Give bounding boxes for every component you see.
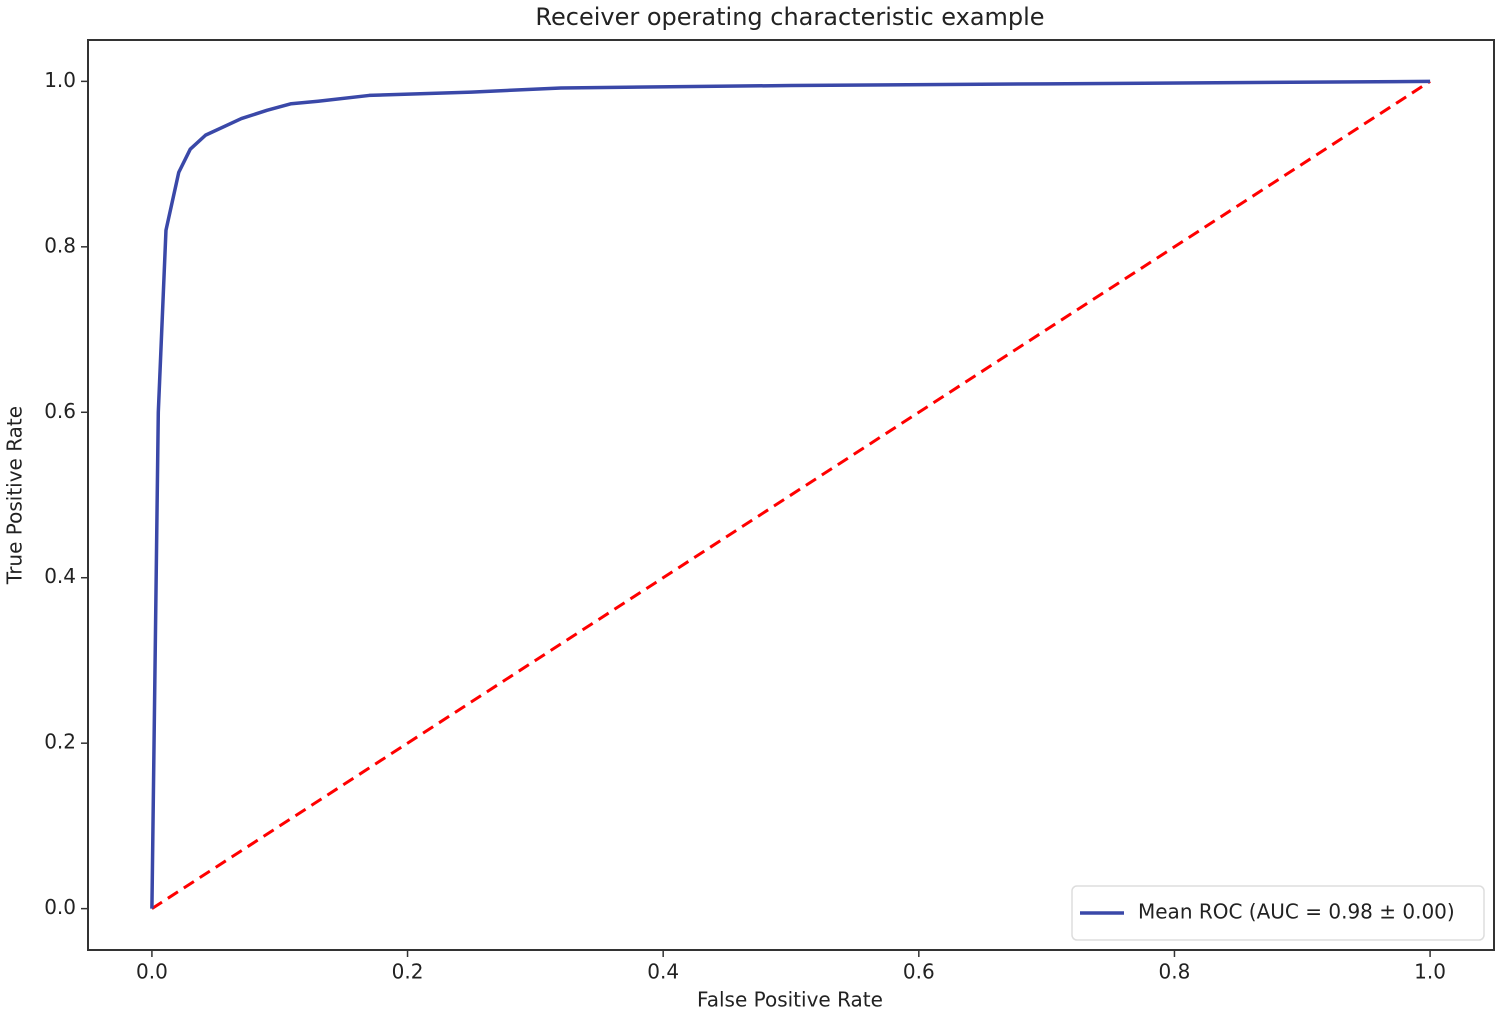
reference-line bbox=[151, 80, 1431, 910]
y-tick-label: 0.6 bbox=[44, 399, 76, 423]
x-axis-label: False Positive Rate bbox=[697, 988, 883, 1012]
x-tick-label: 0.0 bbox=[136, 960, 168, 984]
plot-frame bbox=[87, 39, 1495, 951]
x-tick-label: 0.2 bbox=[392, 960, 424, 984]
y-axis-label: True Positive Rate bbox=[3, 406, 27, 585]
y-tick-label: 0.0 bbox=[44, 895, 76, 919]
x-tick-label: 0.6 bbox=[903, 960, 935, 984]
roc-line bbox=[150, 79, 1431, 909]
chart-title: Receiver operating characteristic exampl… bbox=[535, 3, 1044, 31]
x-tick-label: 0.8 bbox=[1159, 960, 1191, 984]
y-tick-label: 0.8 bbox=[44, 233, 76, 257]
y-tick-label: 0.4 bbox=[44, 564, 76, 588]
x-tick-label: 0.4 bbox=[647, 960, 679, 984]
legend-box bbox=[1071, 885, 1485, 941]
legend-label: Mean ROC (AUC = 0.98 ± 0.00) bbox=[1138, 900, 1455, 924]
y-tick-label: 0.2 bbox=[44, 730, 76, 754]
y-tick-label: 1.0 bbox=[44, 68, 76, 92]
x-tick-label: 1.0 bbox=[1414, 960, 1446, 984]
